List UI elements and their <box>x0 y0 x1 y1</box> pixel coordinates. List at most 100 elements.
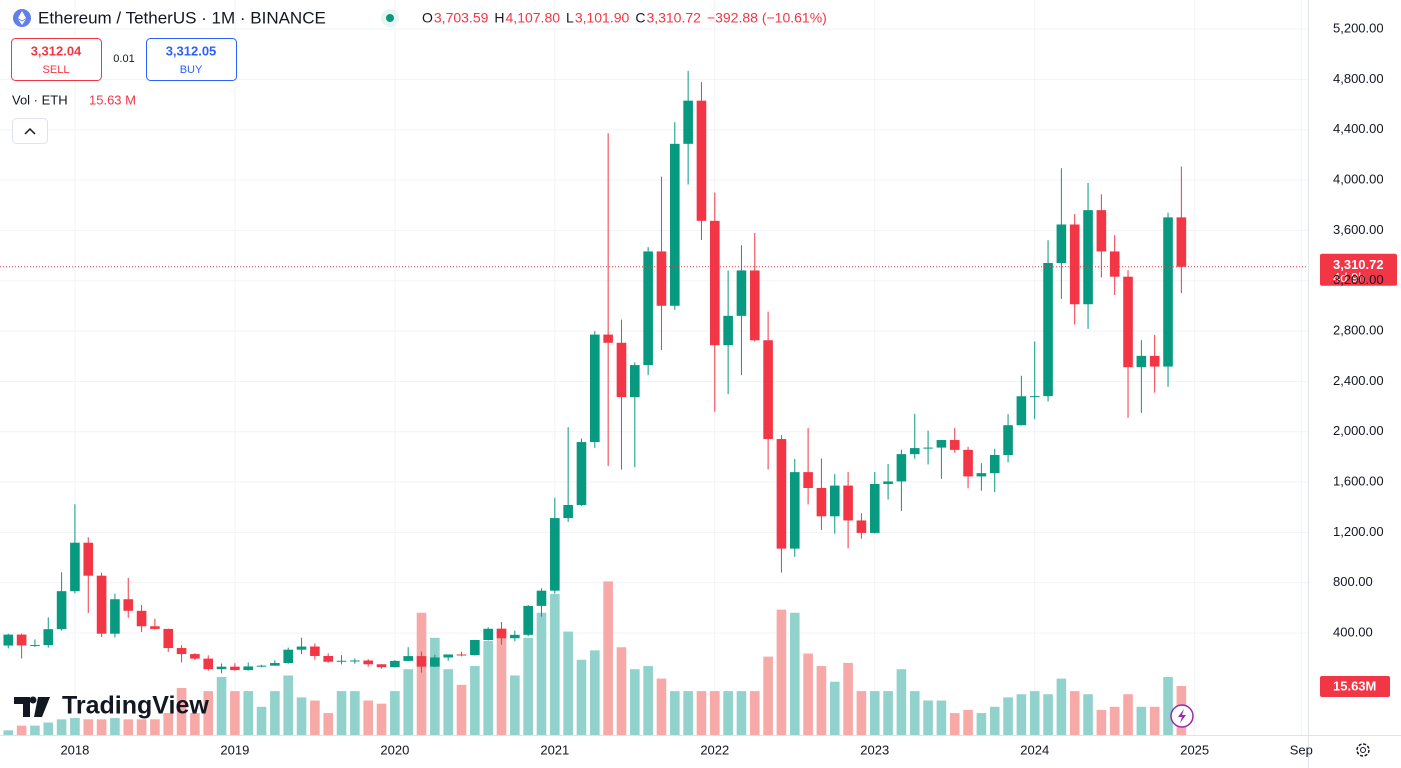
candle-body <box>749 270 760 341</box>
volume-bar <box>3 730 14 735</box>
volume-bar <box>243 691 254 735</box>
candle-body <box>30 645 40 647</box>
ohlc-letter: O <box>422 10 433 26</box>
volume-bar <box>949 713 960 735</box>
volume-bar <box>550 593 560 735</box>
volume-bar <box>829 681 840 735</box>
candle-body <box>363 660 373 665</box>
volume-bar <box>363 700 373 735</box>
candle-body <box>563 504 573 519</box>
volume-bar <box>510 675 520 735</box>
volume-bar <box>590 650 600 735</box>
volume-bar <box>789 612 800 735</box>
volume-bar <box>283 675 294 735</box>
volume-bar <box>443 669 453 735</box>
sell-price: 3,312.04 <box>31 43 82 58</box>
candle-body <box>883 481 893 484</box>
x-tick-label: Sep <box>1290 742 1313 757</box>
volume-bar <box>1096 709 1107 735</box>
candle-body <box>136 610 147 627</box>
volume-tag <box>1320 676 1390 698</box>
buy-button[interactable] <box>146 38 237 81</box>
logo-mark <box>14 697 50 717</box>
volume-bar <box>123 719 134 735</box>
candle-body <box>989 455 1000 474</box>
volume-bar <box>176 687 187 735</box>
candle-body <box>550 518 560 591</box>
y-tick-label: 2,400.00 <box>1333 373 1384 388</box>
candle-body <box>976 473 987 477</box>
caret-icon <box>24 127 36 135</box>
candle-body <box>216 666 227 670</box>
sell-button[interactable] <box>11 38 102 81</box>
candle-body <box>430 657 440 667</box>
candle-body <box>949 440 960 450</box>
ohlc-value: 3,703.59 <box>434 10 489 26</box>
candle-body <box>763 340 773 440</box>
candle-body <box>256 665 267 667</box>
volume-bar <box>816 666 827 735</box>
volume-bar <box>630 669 640 735</box>
x-tick-label: 2020 <box>380 742 409 757</box>
buy-price: 3,312.05 <box>166 43 217 58</box>
candle-body <box>603 334 613 343</box>
candle-body <box>1083 210 1093 305</box>
candle-body <box>936 440 947 448</box>
settings-button[interactable] <box>1356 743 1370 757</box>
volume-bar <box>16 725 27 735</box>
volume-bar <box>656 678 667 735</box>
logo-text: TradingView <box>62 692 209 720</box>
volume-bar <box>496 628 507 735</box>
candle-body <box>56 591 67 630</box>
candle-body <box>283 649 294 664</box>
candle-body <box>643 251 653 366</box>
candle-body <box>963 449 973 477</box>
ohlc-value: 4,107.80 <box>506 10 561 26</box>
volume-bar <box>403 669 413 735</box>
y-tick-label: 3,600.00 <box>1333 222 1384 237</box>
market-status-dot <box>386 14 394 22</box>
candle-body <box>163 628 174 649</box>
candle-body <box>1149 355 1160 367</box>
candle-body <box>510 634 520 639</box>
candle-body <box>203 658 214 670</box>
candle-body <box>683 100 693 144</box>
volume-legend: Vol · ETH <box>12 92 68 107</box>
ohlc-value: 3,101.90 <box>575 10 630 26</box>
candle-body <box>150 626 160 629</box>
candle-body <box>470 639 480 656</box>
volume-bar <box>803 653 813 735</box>
candle-body <box>776 439 787 549</box>
candle-body <box>1096 210 1107 252</box>
ohlc-letter: L <box>566 10 574 26</box>
sell-label: SELL <box>43 64 70 76</box>
y-tick-label: 2,800.00 <box>1333 323 1384 338</box>
collapse-button[interactable] <box>12 118 48 144</box>
volume-bar <box>1069 691 1080 735</box>
candle-body <box>616 342 627 398</box>
volume-bar <box>616 647 627 735</box>
volume-bar <box>376 703 387 735</box>
candle-body <box>350 660 360 662</box>
volume-bar <box>30 725 40 735</box>
candle-body <box>296 646 307 650</box>
candle-body <box>323 655 333 662</box>
volume-bar <box>1123 694 1133 735</box>
volume-bar <box>1016 694 1027 735</box>
candle-body <box>869 483 880 533</box>
volume-bar <box>430 637 440 735</box>
volume-bar <box>923 700 933 735</box>
candle-body <box>1056 224 1067 263</box>
volume-bar <box>296 697 307 735</box>
candle-body <box>576 442 587 505</box>
y-tick-label: 5,200.00 <box>1333 21 1384 36</box>
volume-bar <box>1029 691 1040 735</box>
candle-body <box>723 315 733 346</box>
volume-bar <box>336 691 347 735</box>
candle-body <box>1016 396 1027 426</box>
candle-body <box>523 605 533 635</box>
candle-body <box>403 656 413 661</box>
candle-body <box>483 628 493 640</box>
candle-body <box>1109 251 1120 277</box>
volume-legend-value: 15.63 M <box>89 92 136 107</box>
